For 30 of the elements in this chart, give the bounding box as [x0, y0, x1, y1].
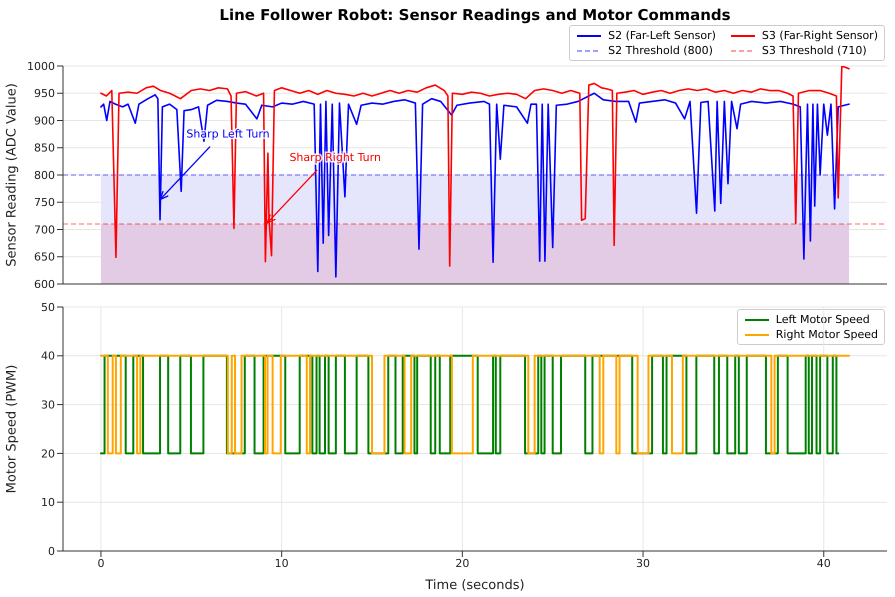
legend-label: Right Motor Speed: [776, 327, 878, 342]
x-tick-label: 10: [274, 556, 289, 570]
legend-label: Left Motor Speed: [776, 312, 870, 327]
y-tick-label: 950: [34, 87, 55, 100]
y-tick-label: 650: [34, 250, 55, 264]
y-tick-label: 20: [41, 447, 55, 460]
y-tick-label: 700: [34, 223, 55, 236]
legend-label: S2 Threshold (800): [608, 43, 713, 58]
y-tick-label: 600: [34, 278, 55, 291]
y-tick-label: 750: [34, 196, 55, 210]
y-tick-label: 40: [41, 350, 55, 363]
y-axis-title: Sensor Reading (ADC Value): [4, 83, 20, 267]
y-axis-title: Motor Speed (PWM): [4, 364, 20, 494]
y-tick-label: 800: [34, 168, 55, 182]
chart-title: Line Follower Robot: Sensor Readings and Motor Commands: [218, 6, 732, 24]
x-axis-title: Time (seconds): [424, 578, 525, 593]
y-tick-label: 10: [41, 496, 55, 510]
legend-label: S3 Threshold (710): [762, 43, 867, 58]
y-tick-label: 30: [41, 398, 55, 412]
legend-label: S2 (Far-Left Sensor): [608, 28, 716, 43]
x-tick-label: 20: [455, 556, 470, 570]
x-tick-label: 30: [636, 556, 650, 570]
y-tick-label: 900: [34, 114, 55, 128]
x-tick-label: 0: [97, 556, 104, 570]
x-tick-label: 40: [816, 556, 831, 570]
y-tick-label: 850: [34, 142, 55, 155]
legend-label: S3 (Far-Right Sensor): [762, 28, 878, 43]
y-tick-label: 0: [48, 544, 55, 558]
y-tick-label: 50: [41, 300, 55, 314]
y-tick-label: 1000: [27, 60, 55, 73]
